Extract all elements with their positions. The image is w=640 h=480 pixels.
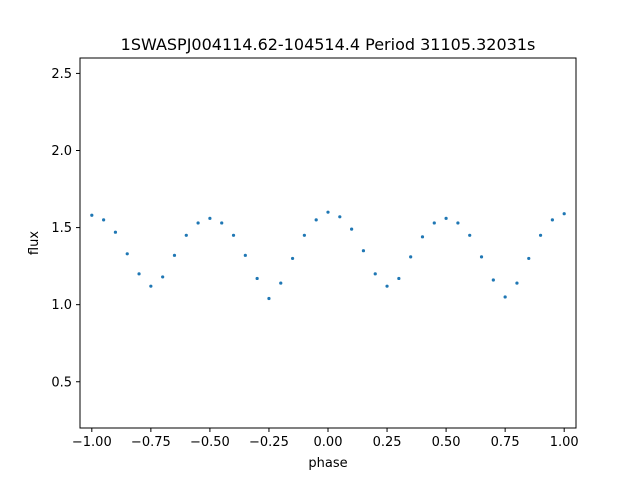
data-point-36 <box>515 281 519 285</box>
data-point-21 <box>338 215 342 219</box>
data-point-15 <box>267 296 271 301</box>
data-point-18 <box>302 233 306 237</box>
x-tick-label: −0.50 <box>190 435 230 450</box>
data-point-39 <box>550 218 554 222</box>
x-tick-label: 1.00 <box>550 435 579 450</box>
data-point-4 <box>137 272 141 276</box>
y-axis-ticks: 0.5 1.0 1.5 2.0 2.5 <box>51 67 80 390</box>
data-point-23 <box>361 249 366 253</box>
y-tick-label: 2.0 <box>51 144 72 159</box>
data-point-6 <box>161 275 165 279</box>
data-point-22 <box>350 227 354 231</box>
x-axis-ticks: −1.00 −0.75 −0.50 −0.25 0.00 0.25 0.50 0.75 1.00 <box>72 428 579 450</box>
data-point-2 <box>113 230 118 234</box>
x-tick-label: 0.50 <box>432 435 461 450</box>
data-point-13 <box>243 253 247 257</box>
data-point-1 <box>102 218 106 222</box>
data-point-19 <box>314 218 318 222</box>
data-point-31 <box>456 221 460 225</box>
data-point-38 <box>538 233 543 237</box>
data-point-0 <box>90 213 94 217</box>
y-tick-label: 0.5 <box>51 375 72 390</box>
data-point-14 <box>255 276 259 281</box>
y-tick-label: 2.5 <box>51 67 72 82</box>
data-point-26 <box>397 276 401 281</box>
data-point-28 <box>420 235 425 239</box>
scatter-points <box>90 210 566 301</box>
data-point-7 <box>172 253 177 257</box>
data-point-24 <box>373 272 377 276</box>
data-point-16 <box>279 281 283 285</box>
data-point-37 <box>527 256 531 261</box>
data-point-32 <box>468 233 472 237</box>
data-point-17 <box>290 256 295 261</box>
data-point-27 <box>409 255 413 259</box>
data-point-11 <box>220 221 224 225</box>
y-axis-label: flux <box>27 231 42 255</box>
chart-title: 1SWASPJ004114.62-104514.4 Period 31105.3… <box>121 35 536 54</box>
x-axis-label: phase <box>308 456 347 471</box>
data-point-20 <box>326 210 330 214</box>
x-tick-label: 0.25 <box>373 435 402 450</box>
data-point-29 <box>432 221 436 225</box>
x-tick-label: −0.75 <box>131 435 171 450</box>
data-point-35 <box>503 295 507 299</box>
x-tick-label: 0.75 <box>491 435 520 450</box>
data-point-9 <box>196 221 200 225</box>
y-tick-label: 1.5 <box>51 221 72 236</box>
data-point-33 <box>479 255 484 259</box>
data-point-5 <box>149 284 153 288</box>
data-point-8 <box>184 233 188 237</box>
x-tick-label: −0.25 <box>249 435 289 450</box>
data-point-10 <box>208 216 212 220</box>
data-point-30 <box>444 216 448 220</box>
data-point-12 <box>231 233 236 237</box>
data-point-25 <box>385 284 389 288</box>
x-tick-label: 0.00 <box>314 435 343 450</box>
y-tick-label: 1.0 <box>51 298 72 313</box>
x-tick-label: −1.00 <box>72 435 112 450</box>
data-point-34 <box>491 278 495 282</box>
data-point-3 <box>125 252 129 256</box>
data-point-40 <box>562 212 566 216</box>
